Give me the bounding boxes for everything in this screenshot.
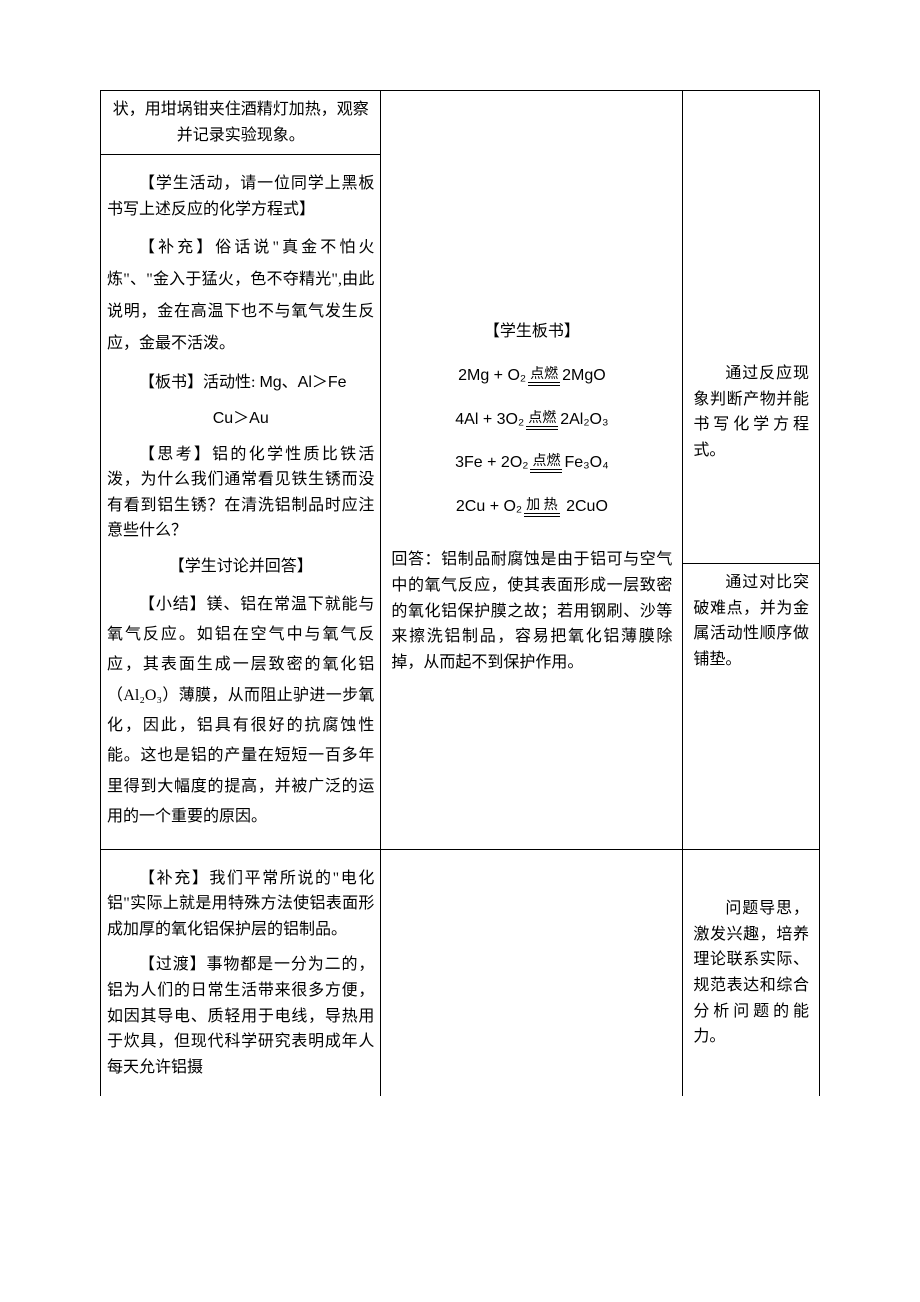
eq3-left: 3Fe + 2O₂ xyxy=(455,454,528,471)
eq1-left: 2Mg + O₂ xyxy=(458,367,526,384)
r1-left-text: 状，用坩埚钳夹住酒精灯加热，观察并记录实验现象。 xyxy=(113,101,369,144)
p-supplement1: 【补充】俗话说"真金不怕火炼"、"金入于猛火，色不夺精光",由此说明，金在高温下… xyxy=(107,232,374,360)
equation-fe: 3Fe + 2O₂点燃Fe₃O₄ xyxy=(387,450,676,476)
p-board1: 【板书】活动性: Mg、Al＞Fe xyxy=(107,370,374,396)
cell-r3c1: 【补充】我们平常所说的"电化铝"实际上就是用特殊方法使铝表面形成加厚的氧化铝保护… xyxy=(101,849,381,1096)
eq4-left: 2Cu + O₂ xyxy=(456,498,522,515)
cell-r3c2 xyxy=(381,849,683,1096)
eq2-left: 4Al + 3O₂ xyxy=(455,411,524,428)
cond-heat-icon: 加 热 xyxy=(524,499,560,514)
p-summary: 【小结】镁、铝在常温下就能与氧气反应。如铝在空气中与氧气反应，其表面生成一层致密… xyxy=(107,590,374,833)
cond-combust-icon: 点燃 xyxy=(526,412,558,427)
p-transition: 【过渡】事物都是一分为二的，铝为人们的日常生活带来很多方便，如因其导电、质轻用于… xyxy=(107,952,374,1080)
cell-r1c1: 状，用坩埚钳夹住酒精灯加热，观察并记录实验现象。 xyxy=(101,91,381,155)
table-row: 状，用坩埚钳夹住酒精灯加热，观察并记录实验现象。 【学生板书】 2Mg + O₂… xyxy=(101,91,820,155)
cond-combust-icon: 点燃 xyxy=(530,455,562,470)
design-intent-b: 通过对比突破难点，并为金属活动性顺序做铺垫。 xyxy=(683,564,819,679)
equation-al: 4Al + 3O₂点燃2Al₂O₃ xyxy=(387,407,676,433)
cond-combust-icon: 点燃 xyxy=(528,368,560,383)
p-discuss: 【学生讨论并回答】 xyxy=(107,554,374,580)
equation-cu: 2Cu + O₂加 热 2CuO xyxy=(387,494,676,520)
cell-middle: 【学生板书】 2Mg + O₂点燃2MgO 4Al + 3O₂点燃2Al₂O₃ … xyxy=(381,91,683,850)
document-page: 状，用坩埚钳夹住酒精灯加热，观察并记录实验现象。 【学生板书】 2Mg + O₂… xyxy=(0,0,920,1136)
p-activity: 【学生活动，请一位同学上黑板书写上述反应的化学方程式】 xyxy=(107,171,374,222)
lesson-table: 状，用坩埚钳夹住酒精灯加热，观察并记录实验现象。 【学生板书】 2Mg + O₂… xyxy=(100,90,820,1096)
cell-r3c3: 问题导思，激发兴趣，培养理论联系实际、规范表达和综合分析问题的能力。 xyxy=(683,849,820,1096)
eq3-right: Fe₃O₄ xyxy=(564,454,608,471)
right-b-text: 通过对比突破难点，并为金属活动性顺序做铺垫。 xyxy=(689,570,813,672)
p-board2: Cu＞Au xyxy=(107,406,374,432)
right-a-text: 通过反应现象判断产物并能书写化学方程式。 xyxy=(689,361,813,463)
cell-r2c1: 【学生活动，请一位同学上黑板书写上述反应的化学方程式】 【补充】俗话说"真金不怕… xyxy=(101,155,381,849)
p-think: 【思考】铝的化学性质比铁活泼，为什么我们通常看见铁生锈而没有看到铝生锈？在清洗铝… xyxy=(107,442,374,544)
eq2-right: 2Al₂O₃ xyxy=(560,411,608,428)
p-supplement2: 【补充】我们平常所说的"电化铝"实际上就是用特殊方法使铝表面形成加厚的氧化铝保护… xyxy=(107,866,374,943)
student-answer: 回答：铝制品耐腐蚀是由于铝可与空气中的氧气反应，使其表面形成一层致密的氧化铝保护… xyxy=(387,547,676,675)
design-intent-a: 通过反应现象判断产物并能书写化学方程式。 xyxy=(683,261,819,564)
student-board-title: 【学生板书】 xyxy=(387,319,676,345)
cell-right-top: 通过反应现象判断产物并能书写化学方程式。 通过对比突破难点，并为金属活动性顺序做… xyxy=(683,91,820,850)
eq4-right: 2CuO xyxy=(562,498,608,515)
table-row: 【补充】我们平常所说的"电化铝"实际上就是用特殊方法使铝表面形成加厚的氧化铝保护… xyxy=(101,849,820,1096)
design-intent-c: 问题导思，激发兴趣，培养理论联系实际、规范表达和综合分析问题的能力。 xyxy=(689,896,813,1050)
equation-mg: 2Mg + O₂点燃2MgO xyxy=(387,363,676,389)
eq1-right: 2MgO xyxy=(562,367,606,384)
